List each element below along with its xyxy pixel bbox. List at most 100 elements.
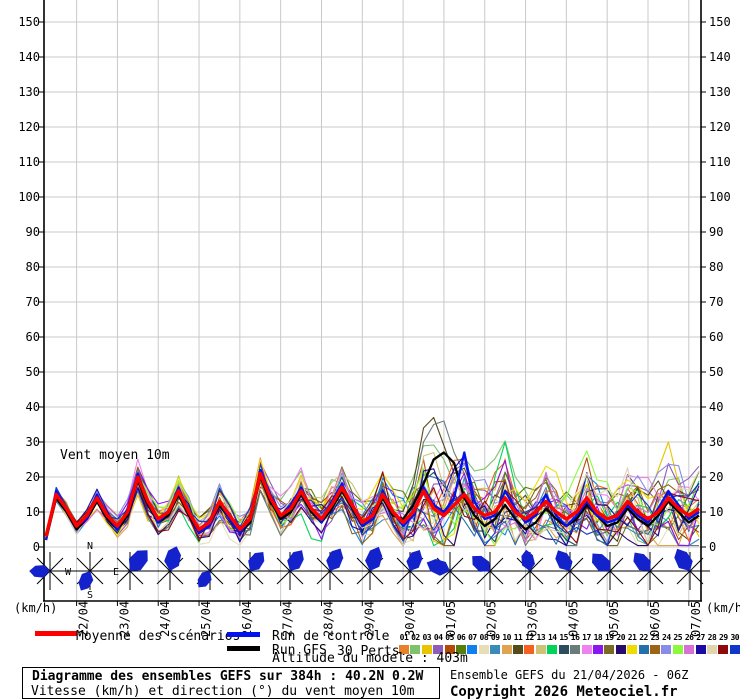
svg-text:S: S <box>87 590 93 601</box>
wind-direction-polygon <box>248 552 265 571</box>
member-swatch <box>592 645 603 654</box>
member-number: 14 <box>547 633 557 642</box>
member-swatch <box>581 645 592 654</box>
perturbation-item: 07 <box>467 633 478 654</box>
wind-rose <box>29 552 70 590</box>
member-number: 28 <box>707 633 717 642</box>
svg-text:30/04: 30/04 <box>403 601 417 637</box>
wind-rose <box>670 548 710 590</box>
svg-text:110: 110 <box>709 155 731 169</box>
perturbation-item: 03 <box>421 633 432 654</box>
control-line-swatch <box>227 632 260 637</box>
svg-text:20: 20 <box>709 470 723 484</box>
wind-rose <box>230 552 270 590</box>
wind-direction-polygon <box>197 571 212 588</box>
chart-annotation: Vent moyen 10m <box>60 448 170 463</box>
svg-text:150: 150 <box>18 15 40 29</box>
wind-rose <box>426 552 470 590</box>
member-swatch <box>729 645 740 654</box>
member-swatch <box>615 645 626 654</box>
member-number: 12 <box>525 633 534 642</box>
svg-text:40: 40 <box>709 400 723 414</box>
svg-text:05/05: 05/05 <box>607 601 621 637</box>
svg-text:50: 50 <box>709 365 723 379</box>
member-swatch <box>649 645 660 654</box>
member-number: 17 <box>582 633 591 642</box>
perturbation-item: 18 <box>592 633 603 654</box>
member-swatch <box>570 645 581 654</box>
wind-direction-polygon <box>633 552 651 571</box>
svg-text:80: 80 <box>709 260 723 274</box>
wind-direction-polygon <box>472 555 490 572</box>
svg-text:04/05: 04/05 <box>566 601 580 637</box>
member-swatch <box>513 645 524 654</box>
member-swatch <box>627 645 638 654</box>
perturbation-item: 29 <box>718 633 729 654</box>
member-swatch <box>672 645 683 654</box>
member-swatch <box>547 645 558 654</box>
member-number: 29 <box>719 633 728 642</box>
perturbation-item: 15 <box>558 633 569 654</box>
perturbation-item: 23 <box>649 633 660 654</box>
perturbation-item: 02 <box>410 633 421 654</box>
gfs-line-label: Run GFS <box>272 643 327 658</box>
member-swatch <box>718 645 729 654</box>
member-swatch <box>501 645 512 654</box>
svg-text:06/05: 06/05 <box>648 601 662 637</box>
svg-text:90: 90 <box>26 225 40 239</box>
svg-text:03/05: 03/05 <box>526 601 540 637</box>
perturbation-item: 21 <box>627 633 638 654</box>
svg-text:24/04: 24/04 <box>158 601 172 637</box>
mean-line-label: Moyenne des scénarios <box>76 629 241 644</box>
wind-direction-polygon <box>406 550 423 571</box>
svg-text:140: 140 <box>18 50 40 64</box>
svg-text:130: 130 <box>18 85 40 99</box>
perturbation-item: 10 <box>501 633 512 654</box>
svg-text:50: 50 <box>26 365 40 379</box>
member-swatch <box>478 645 489 654</box>
perturbation-item: 04 <box>433 633 444 654</box>
axis-labels: 0 0 10 10 20 20 30 30 40 40 50 50 60 60 70 70 80 80 90 90 10… <box>14 15 740 637</box>
member-number: 02 <box>411 633 420 642</box>
svg-text:80: 80 <box>26 260 40 274</box>
svg-text:150: 150 <box>709 15 731 29</box>
member-number: 08 <box>479 633 489 642</box>
member-swatch <box>456 645 467 654</box>
member-number: 07 <box>468 633 477 642</box>
member-swatch <box>604 645 615 654</box>
svg-text:28/04: 28/04 <box>321 601 335 637</box>
wind-rose <box>310 548 350 590</box>
svg-text:0: 0 <box>33 540 40 554</box>
member-swatch <box>421 645 432 654</box>
member-swatch <box>558 645 569 654</box>
member-number: 23 <box>650 633 660 642</box>
member-number: 20 <box>616 633 626 642</box>
perturbation-item: 22 <box>638 633 649 654</box>
member-swatch <box>433 645 444 654</box>
member-swatch <box>684 645 695 654</box>
member-number: 24 <box>662 633 671 642</box>
wind-rose <box>150 546 190 590</box>
member-number: 01 <box>399 633 409 642</box>
svg-text:10: 10 <box>26 505 40 519</box>
member-number: 21 <box>627 633 637 642</box>
svg-text:30: 30 <box>709 435 723 449</box>
member-number: 06 <box>456 633 466 642</box>
wind-rose <box>630 552 670 590</box>
svg-text:0: 0 <box>709 540 716 554</box>
svg-text:02/05: 02/05 <box>485 601 499 637</box>
diagram-info-box: Diagramme des ensembles GEFS sur 384h : … <box>22 667 440 699</box>
member-swatch <box>661 645 672 654</box>
member-swatch <box>467 645 478 654</box>
gfs-line-swatch <box>227 646 260 651</box>
perturbation-legend: 01 02 03 04 05 06 07 08 09 10 11 12 13 14 15 16 17 18 19 20… <box>399 633 740 654</box>
member-swatch <box>490 645 501 654</box>
member-number: 19 <box>604 633 614 642</box>
perturbation-item: 16 <box>570 633 581 654</box>
svg-text:40: 40 <box>26 400 40 414</box>
svg-text:E: E <box>113 567 119 578</box>
wind-rose <box>510 549 550 590</box>
svg-text:140: 140 <box>709 50 731 64</box>
perturbation-item: 14 <box>547 633 558 654</box>
